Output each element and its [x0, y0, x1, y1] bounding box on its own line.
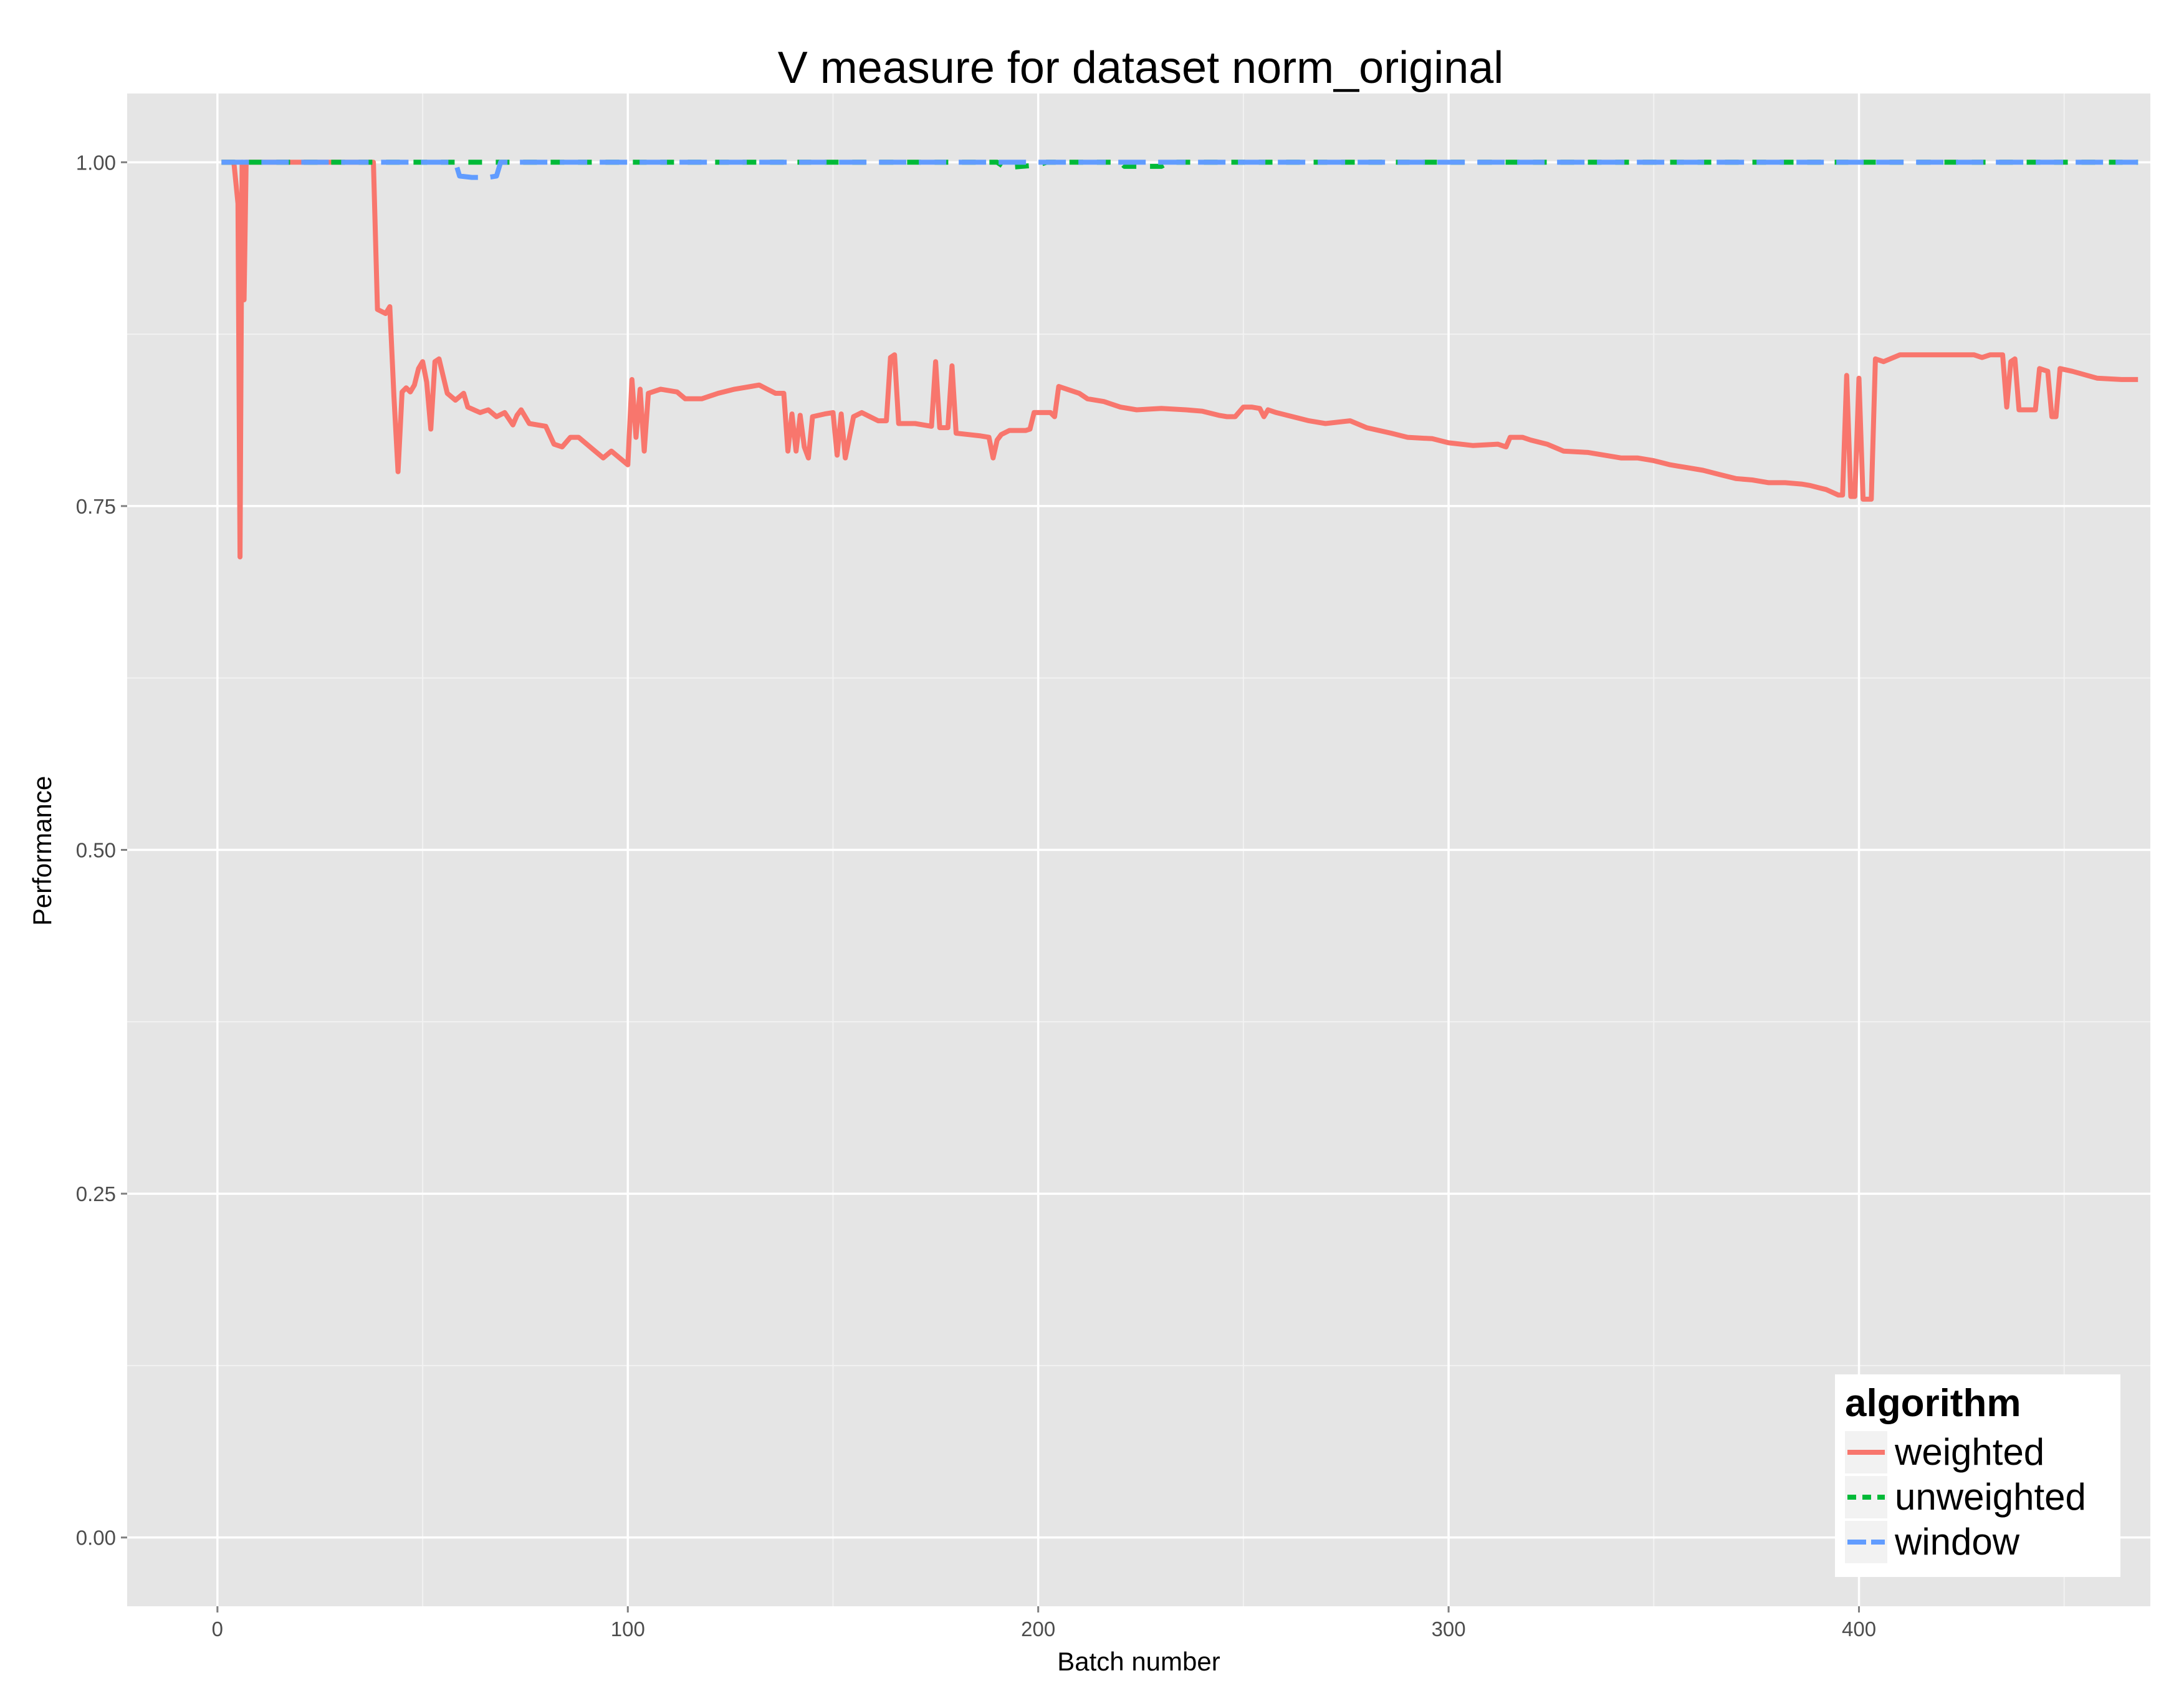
x-tick-label: 200 — [1021, 1617, 1055, 1641]
legend-label-window: window — [1894, 1521, 2020, 1563]
series-layer — [221, 160, 2138, 560]
series-line-window — [221, 160, 2138, 180]
x-tick-label: 0 — [212, 1617, 223, 1641]
y-axis-title: Performance — [27, 776, 57, 926]
x-tick-label: 300 — [1432, 1617, 1466, 1641]
y-tick-label: 0.00 — [76, 1526, 116, 1550]
y-axis-ticks: 0.00 0.25 0.50 0.75 1.00 — [76, 151, 127, 1550]
x-tick-label: 100 — [611, 1617, 645, 1641]
legend-title: algorithm — [1845, 1382, 2021, 1425]
y-tick-label: 0.25 — [76, 1182, 116, 1205]
x-tick-label: 400 — [1842, 1617, 1876, 1641]
legend-label-unweighted: unweighted — [1895, 1476, 2086, 1518]
y-tick-label: 1.00 — [76, 151, 116, 174]
y-tick-label: 0.50 — [76, 839, 116, 862]
x-axis-title: Batch number — [1057, 1647, 1220, 1676]
series-line-weighted — [221, 160, 2138, 560]
chart-title: V measure for dataset norm_original — [778, 43, 1504, 93]
legend-label-weighted: weighted — [1894, 1431, 2044, 1473]
y-tick-label: 0.75 — [76, 495, 116, 518]
x-axis-ticks: 0 100 200 300 400 — [212, 1606, 1876, 1641]
